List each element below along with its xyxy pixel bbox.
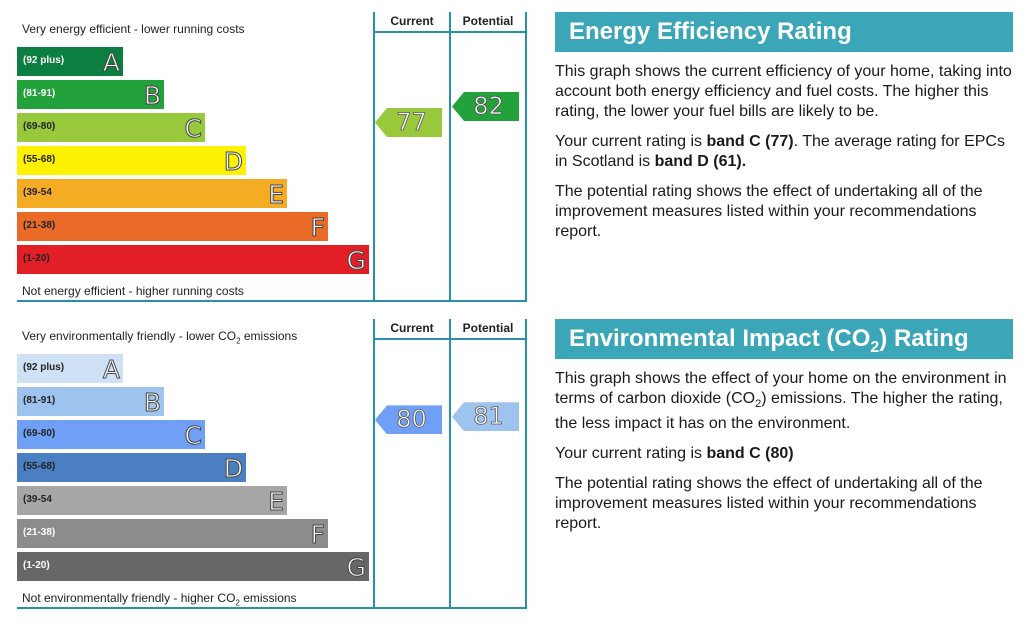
top-caption: Very environmentally friendly - lower CO…	[22, 329, 297, 345]
energy-current-rating: Your current rating is band C (77). The …	[555, 132, 1013, 172]
band-range: (81-91)	[23, 88, 56, 99]
band-a: (92 plus) A	[17, 354, 123, 385]
heading-subscript: 2	[870, 338, 880, 356]
text: Your current rating is	[555, 133, 707, 150]
band-d: (55-68) D	[17, 146, 246, 177]
divider	[525, 319, 527, 609]
band-range: (55-68)	[23, 154, 56, 165]
band-f: (21-38) F	[17, 519, 328, 550]
current-band: band C (80)	[706, 445, 794, 463]
environmental-impact-chart: Very environmentally friendly - lower CO…	[0, 319, 540, 611]
band-c: (69-80) C	[17, 420, 205, 451]
band-letter: C	[184, 114, 202, 144]
subscript: 2	[755, 398, 762, 411]
band-e: (39-54 E	[17, 179, 287, 210]
band-letter: E	[268, 487, 285, 517]
band-range: (39-54	[23, 187, 52, 198]
divider	[373, 31, 527, 33]
band-a: (92 plus) A	[17, 47, 123, 78]
band-d: (55-68) D	[17, 453, 246, 484]
caption-text: emissions	[240, 329, 298, 343]
caption-text: Not environmentally friendly - higher CO	[22, 591, 236, 605]
current-rating-arrow: 77	[375, 108, 442, 137]
divider	[373, 12, 375, 302]
caption-subscript: 2	[235, 598, 240, 608]
band-g: (1-20) G	[17, 245, 369, 276]
caption-text: emissions	[239, 591, 297, 605]
band-range: (81-91)	[23, 395, 56, 406]
top-caption: Very energy efficient - lower running co…	[22, 22, 245, 36]
band-letter: B	[143, 81, 161, 111]
band-letter: D	[223, 454, 243, 484]
band-letter: A	[102, 48, 120, 78]
potential-rating-arrow: 82	[452, 92, 519, 121]
bottom-caption: Not environmentally friendly - higher CO…	[22, 591, 297, 607]
energy-efficiency-panel: Energy Efficiency Rating This graph show…	[555, 12, 1013, 242]
average-band: band D (61).	[654, 153, 747, 170]
divider	[17, 607, 527, 609]
heading-text: ) Rating	[879, 325, 969, 352]
current-rating-arrow: 80	[375, 405, 442, 435]
energy-efficiency-chart: Very energy efficient - lower running co…	[0, 12, 540, 304]
band-range: (69-80)	[23, 121, 56, 132]
band-range: (39-54	[23, 494, 52, 505]
band-f: (21-38) F	[17, 212, 328, 243]
divider	[449, 319, 451, 609]
band-letter: B	[143, 388, 161, 418]
band-range: (1-20)	[23, 560, 50, 571]
band-letter: C	[184, 421, 202, 451]
band-range: (92 plus)	[23, 55, 65, 66]
band-letter: G	[346, 553, 366, 583]
caption-subscript: 2	[236, 336, 241, 346]
caption-text: Very environmentally friendly - lower CO	[22, 329, 237, 343]
divider	[17, 300, 527, 302]
current-column-header: Current	[390, 321, 434, 335]
environment-potential-note: The potential rating shows the effect of…	[555, 475, 983, 533]
divider	[373, 319, 375, 609]
band-letter: D	[223, 147, 243, 177]
text: This graph shows the effect of your home…	[555, 370, 1007, 407]
band-g: (1-20) G	[17, 552, 369, 583]
environment-description: This graph shows the effect of your home…	[555, 369, 1013, 434]
environment-current-rating: Your current rating is band C (80)	[555, 444, 1013, 464]
divider	[525, 12, 527, 302]
environmental-impact-panel: Environmental Impact (CO2) Rating This g…	[555, 319, 1013, 534]
band-range: (69-80)	[23, 428, 56, 439]
energy-description: This graph shows the current efficiency …	[555, 63, 1012, 120]
divider	[373, 338, 527, 340]
band-range: (21-38)	[23, 527, 56, 538]
band-letter: G	[346, 246, 366, 276]
band-range: (92 plus)	[23, 362, 65, 373]
text: ) emissions. The higher the rating, the …	[555, 390, 1003, 433]
potential-column-header: Potential	[462, 14, 514, 28]
energy-efficiency-heading: Energy Efficiency Rating	[555, 12, 1013, 52]
band-c: (69-80) C	[17, 113, 205, 144]
divider	[449, 12, 451, 302]
potential-column-header: Potential	[462, 321, 514, 335]
bottom-caption: Not energy efficient - higher running co…	[22, 284, 244, 298]
band-letter: F	[310, 213, 325, 243]
band-letter: F	[310, 520, 325, 550]
band-e: (39-54 E	[17, 486, 287, 517]
current-column-header: Current	[390, 14, 434, 28]
band-letter: E	[268, 180, 285, 210]
band-letter: A	[102, 355, 120, 385]
potential-rating-arrow: 81	[452, 402, 519, 432]
band-b: (81-91) B	[17, 80, 164, 111]
text: . The average rating for EPCs in Scotlan…	[555, 133, 1005, 170]
band-range: (21-38)	[23, 220, 56, 231]
energy-potential-note: The potential rating shows the effect of…	[555, 183, 983, 240]
text: Your current rating is	[555, 445, 707, 463]
current-band: band C (77)	[706, 133, 794, 150]
band-range: (55-68)	[23, 461, 56, 472]
environmental-impact-heading: Environmental Impact (CO2) Rating	[555, 319, 1013, 359]
heading-text: Environmental Impact (CO	[569, 325, 871, 352]
band-b: (81-91) B	[17, 387, 164, 418]
band-range: (1-20)	[23, 253, 50, 264]
